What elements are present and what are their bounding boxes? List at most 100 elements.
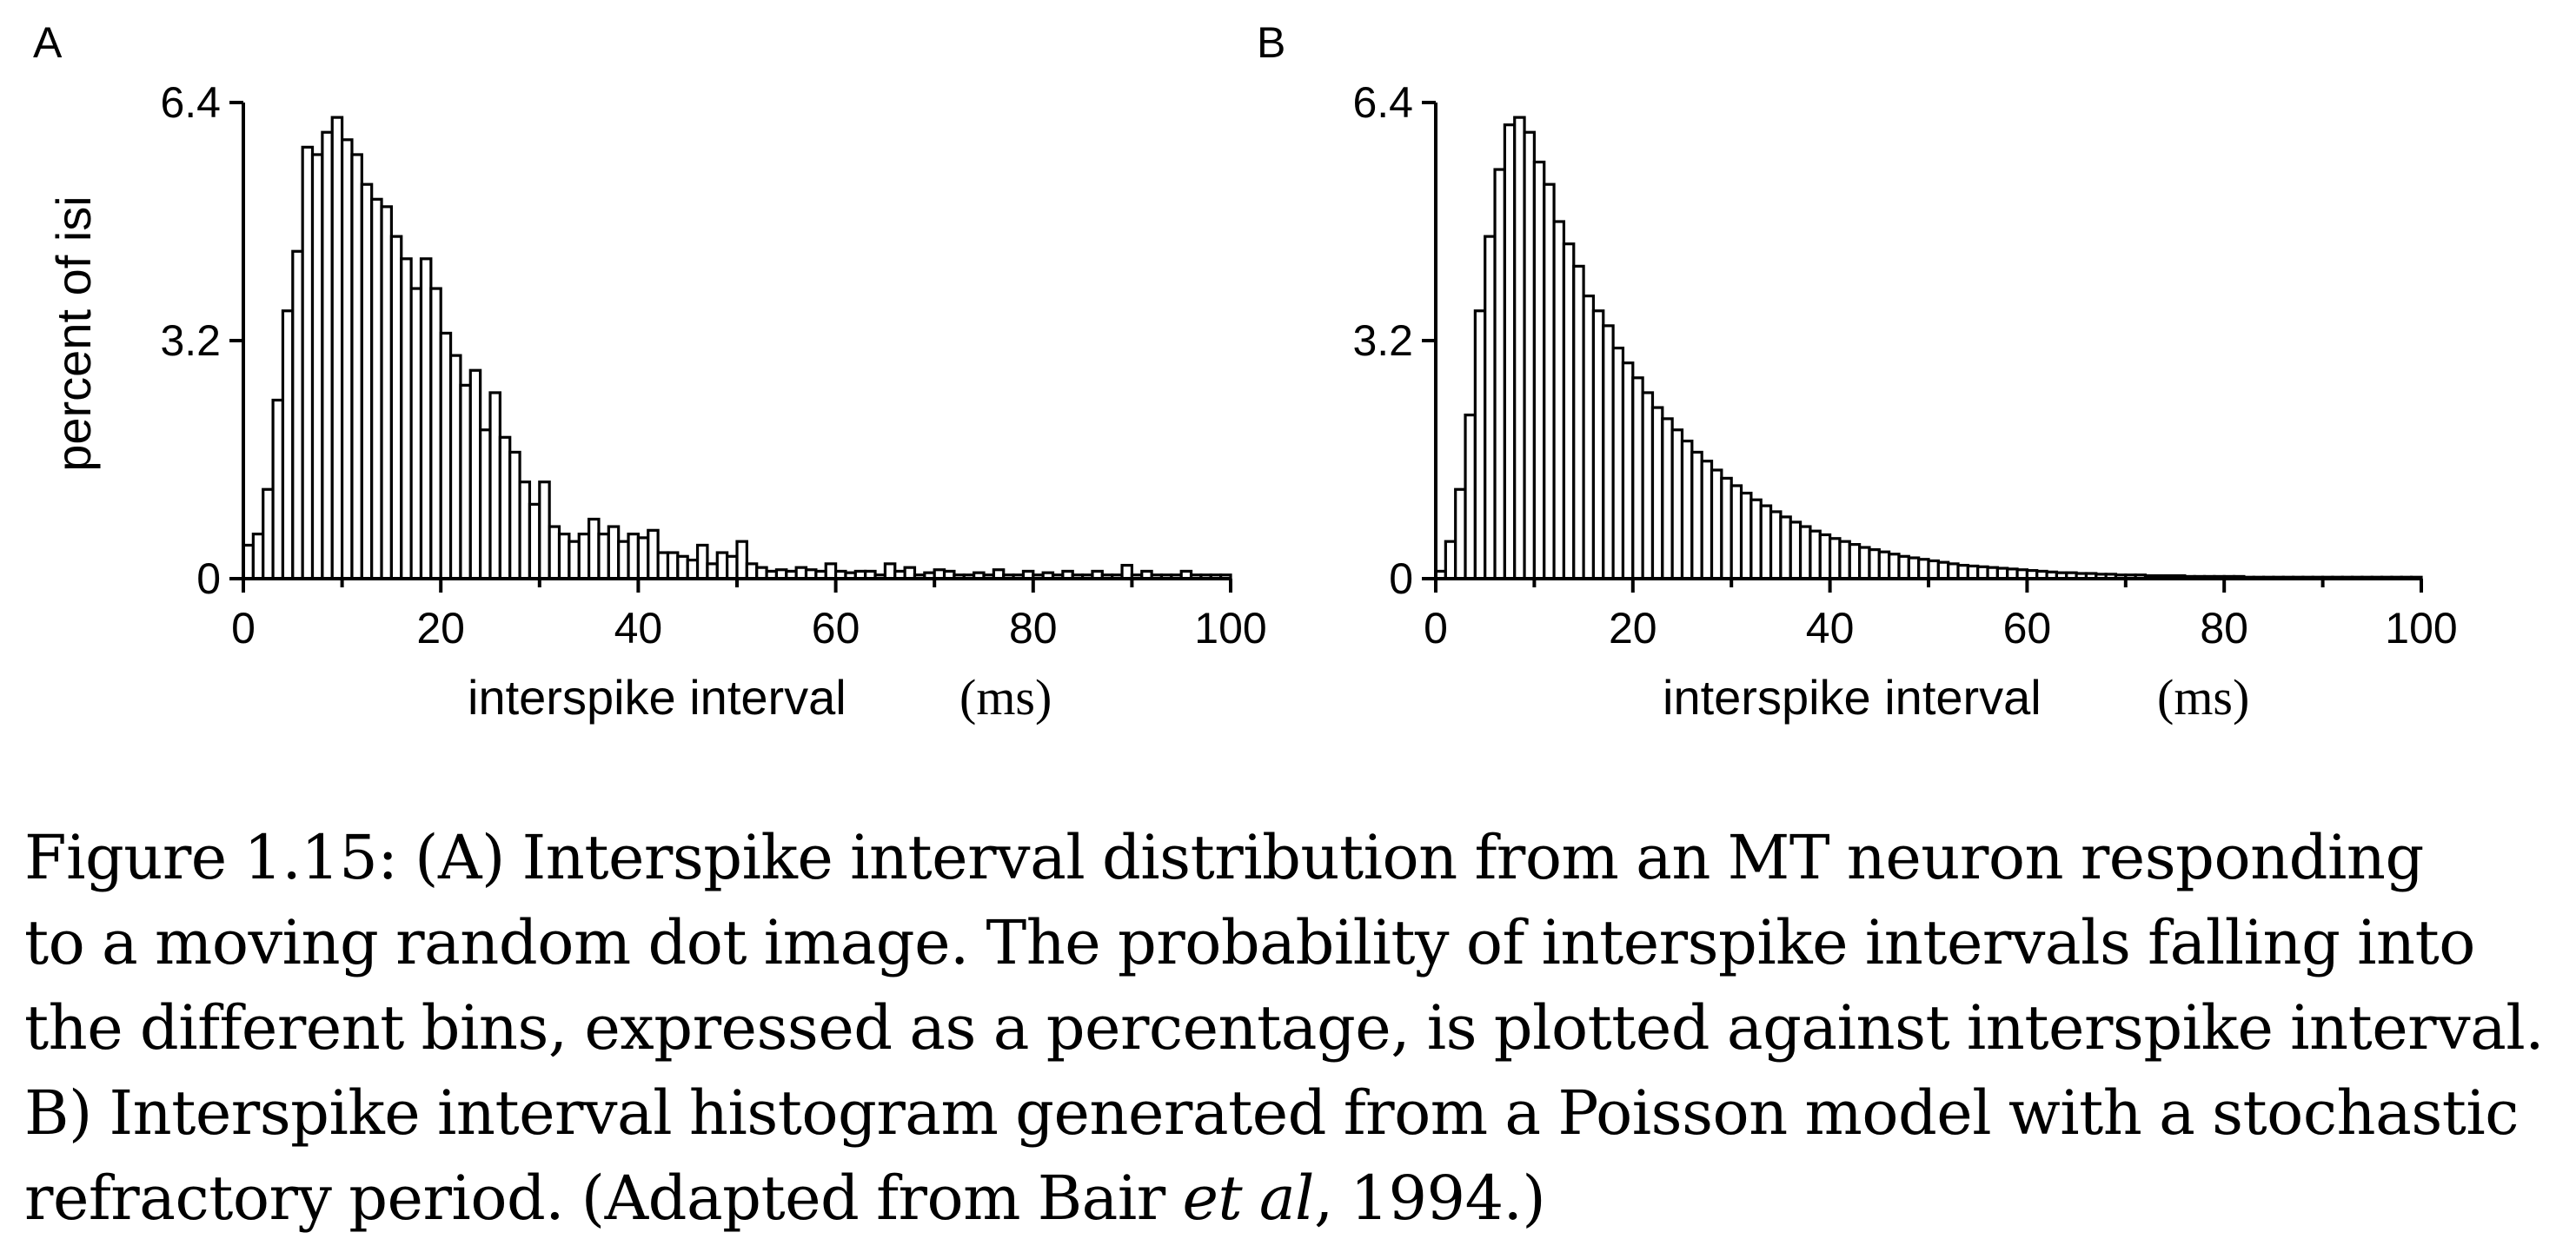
bar-b-34 (1769, 510, 1783, 580)
bar-b-44 (1868, 548, 1881, 580)
y-tick-label-b-1: 3.2 (1352, 316, 1413, 365)
bar-b-35 (1779, 515, 1792, 580)
bar-a-40 (636, 536, 650, 580)
bar-a-89 (1120, 563, 1134, 580)
bar-b-9 (1523, 130, 1537, 580)
bar-a-7 (310, 153, 324, 580)
bar-a-14 (380, 205, 394, 580)
x-axis-label-b: interspike interval (1663, 670, 2042, 725)
bar-b-52 (1947, 562, 1960, 580)
bar-b-30 (1730, 484, 1743, 580)
bar-a-21 (448, 354, 462, 580)
bar-b-54 (1966, 564, 1980, 580)
bar-b-21 (1641, 391, 1655, 580)
x-tick-label-a-2: 40 (614, 604, 663, 653)
bar-b-36 (1789, 520, 1803, 580)
bar-b-27 (1700, 460, 1714, 580)
bar-a-28 (518, 480, 532, 580)
x-tick-label-a-0: 0 (231, 604, 256, 653)
bar-b-26 (1690, 450, 1703, 580)
y-tick-label-a-2: 6.4 (160, 78, 221, 127)
bar-a-33 (568, 540, 581, 580)
bar-a-23 (468, 368, 482, 580)
bar-b-13 (1562, 242, 1576, 580)
y-axis-label-a: percent of isi (46, 195, 101, 472)
bar-a-24 (479, 428, 492, 580)
bar-b-11 (1543, 182, 1556, 580)
bar-a-50 (735, 540, 748, 580)
bar-a-32 (557, 533, 571, 580)
bar-b-28 (1710, 468, 1723, 580)
bar-a-11 (350, 153, 363, 580)
bar-b-16 (1591, 309, 1605, 580)
bar-b-25 (1680, 439, 1694, 580)
bar-a-1 (251, 533, 265, 580)
bar-b-1 (1444, 540, 1457, 580)
x-axis-unit-b: (ms) (2157, 669, 2249, 726)
panel-label-b: B (1257, 18, 1285, 67)
bar-a-20 (439, 331, 453, 580)
caption-line-5-italic: et al (1182, 1163, 1315, 1234)
panel-b-histogram: B 0 3.2 6.4 0 20 40 60 80 100 interspike interva… (1257, 18, 2458, 726)
bar-a-18 (419, 257, 433, 580)
bar-a-2 (262, 487, 275, 580)
bar-a-42 (656, 551, 670, 580)
bar-a-12 (360, 182, 374, 580)
bar-a-27 (508, 450, 521, 580)
bar-b-23 (1661, 417, 1674, 580)
y-tick-label-b-2: 6.4 (1352, 78, 1413, 127)
bar-a-49 (726, 554, 739, 580)
bar-a-44 (676, 554, 689, 580)
bar-a-35 (587, 517, 601, 580)
bar-a-65 (883, 562, 897, 580)
bar-b-39 (1818, 533, 1832, 580)
axes-a (229, 101, 1232, 593)
panel-a-histogram: A percent of isi 0 3.2 6.4 0 20 40 60 80 100 int… (33, 18, 1267, 726)
bar-b-55 (1976, 565, 1989, 580)
bar-b-10 (1532, 160, 1546, 580)
bar-b-18 (1611, 346, 1625, 580)
bar-b-3 (1464, 414, 1477, 580)
caption-line-5-end: , 1994.) (1313, 1163, 1546, 1234)
bar-a-16 (400, 257, 413, 580)
bar-b-5 (1484, 235, 1497, 580)
bar-b-4 (1473, 309, 1487, 580)
x-tick-label-a-1: 20 (416, 604, 465, 653)
bar-b-15 (1582, 295, 1596, 580)
bar-a-5 (291, 249, 304, 580)
bar-b-29 (1720, 476, 1733, 580)
bar-a-3 (271, 398, 285, 580)
bar-a-6 (301, 145, 315, 580)
bar-b-7 (1503, 123, 1517, 580)
caption-line-3: the different bins, expressed as a perce… (24, 992, 2545, 1064)
bar-b-50 (1927, 559, 1940, 580)
bar-b-22 (1650, 406, 1664, 580)
x-axis-label-a: interspike interval (468, 670, 846, 725)
bar-a-17 (409, 287, 423, 580)
tick-labels-a: 0 3.2 6.4 0 20 40 60 80 100 (160, 78, 1266, 653)
bar-b-20 (1631, 376, 1644, 580)
bar-b-14 (1572, 264, 1585, 580)
bar-b-38 (1809, 529, 1822, 580)
bar-a-45 (686, 558, 700, 580)
x-tick-label-b-4: 80 (2200, 604, 2248, 653)
bar-b-24 (1670, 428, 1684, 580)
bar-a-43 (666, 551, 680, 580)
figure-caption: Figure 1.15: (A) Interspike interval dis… (24, 815, 2562, 1241)
bar-b-51 (1936, 560, 1950, 580)
caption-line-4: B) Interspike interval histogram generat… (24, 1077, 2519, 1149)
bar-a-30 (538, 480, 551, 580)
bar-a-36 (597, 533, 610, 580)
bar-b-8 (1513, 116, 1526, 580)
panel-label-a: A (33, 18, 63, 67)
bar-a-37 (607, 525, 621, 580)
bar-a-15 (389, 235, 403, 580)
bar-b-43 (1858, 546, 1871, 580)
caption-line-1: Figure 1.15: (A) Interspike interval dis… (24, 822, 2424, 893)
bar-a-9 (330, 116, 344, 580)
bar-a-59 (824, 562, 838, 580)
bar-a-8 (321, 130, 334, 580)
y-tick-label-a-1: 3.2 (160, 316, 221, 365)
bar-a-22 (459, 383, 472, 580)
bar-b-49 (1917, 558, 1930, 580)
